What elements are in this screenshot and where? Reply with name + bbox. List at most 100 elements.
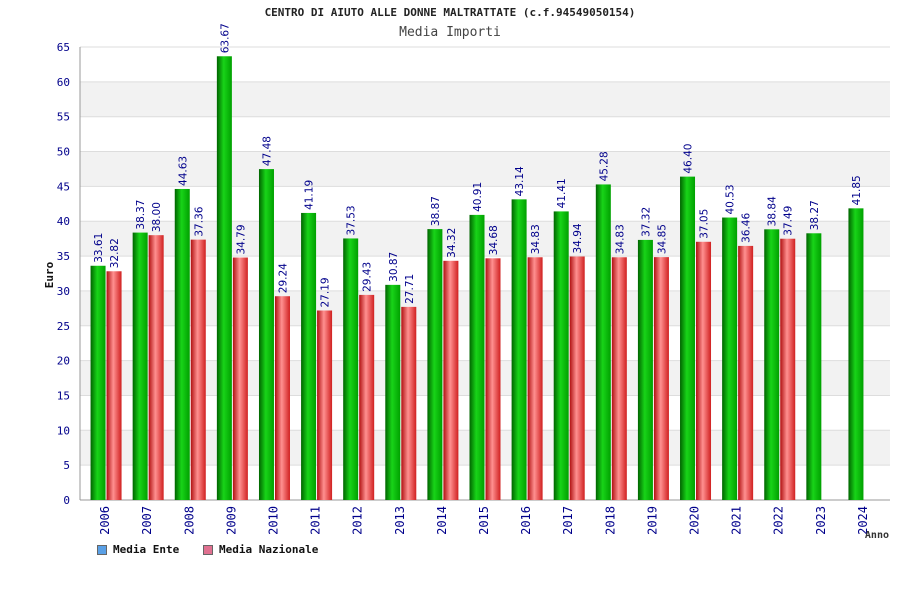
data-label: 40.53 xyxy=(725,184,737,214)
bar-media-ente xyxy=(427,229,443,500)
bar-media-nazionale xyxy=(569,256,585,500)
data-label: 37.05 xyxy=(699,209,711,239)
bar-media-ente xyxy=(806,233,822,500)
data-label: 29.24 xyxy=(277,263,289,293)
chart-subtitle: Media Importi xyxy=(399,25,501,40)
bar-media-ente xyxy=(595,184,611,500)
grid-band xyxy=(80,151,890,187)
data-label: 44.63 xyxy=(177,156,189,186)
data-label: 34.94 xyxy=(572,223,584,253)
bar-media-ente xyxy=(258,169,274,500)
y-axis-label: Euro xyxy=(43,261,56,288)
grid-band xyxy=(80,186,890,222)
bar-media-nazionale xyxy=(527,257,543,500)
data-label: 34.85 xyxy=(656,224,668,254)
data-label: 37.32 xyxy=(640,207,652,237)
bar-media-nazionale xyxy=(359,294,375,500)
grid-band xyxy=(80,290,890,326)
x-tick-label: 2019 xyxy=(645,506,659,535)
grid-band xyxy=(80,256,890,291)
bar-media-ente xyxy=(469,214,485,500)
x-tick-label: 2013 xyxy=(393,506,407,535)
y-tick-label: 5 xyxy=(63,459,70,472)
x-tick-label: 2024 xyxy=(856,506,870,535)
data-label: 40.91 xyxy=(472,182,484,212)
y-tick-label: 30 xyxy=(57,285,70,298)
data-label: 37.49 xyxy=(783,206,795,236)
grid-band xyxy=(80,221,890,257)
bar-media-nazionale xyxy=(780,238,796,500)
bar-media-nazionale xyxy=(190,239,206,501)
x-tick-label: 2015 xyxy=(477,506,491,535)
bar-media-nazionale xyxy=(738,245,754,500)
x-tick-label: 2010 xyxy=(266,506,280,535)
data-label: 34.83 xyxy=(530,224,542,254)
bar-media-nazionale xyxy=(696,241,712,501)
x-tick-label: 2022 xyxy=(772,506,786,535)
bar-media-ente xyxy=(722,217,738,500)
y-tick-label: 25 xyxy=(57,320,70,333)
bar-media-ente xyxy=(511,199,527,500)
data-label: 41.85 xyxy=(851,175,863,205)
bar-media-ente xyxy=(174,188,190,500)
data-label: 27.71 xyxy=(404,274,416,304)
data-label: 43.14 xyxy=(514,166,526,196)
grid-band xyxy=(80,81,890,117)
bar-media-nazionale xyxy=(317,310,333,500)
x-tick-label: 2008 xyxy=(182,506,196,535)
data-label: 34.32 xyxy=(446,228,458,258)
data-label: 37.36 xyxy=(193,206,205,236)
grid-band xyxy=(80,325,890,361)
bar-media-nazionale xyxy=(443,260,459,500)
data-label: 47.48 xyxy=(261,136,273,166)
y-tick-label: 15 xyxy=(57,389,70,402)
data-label: 63.67 xyxy=(219,23,231,53)
y-tick-label: 55 xyxy=(57,111,70,124)
data-label: 29.43 xyxy=(362,262,374,292)
x-tick-label: 2017 xyxy=(561,506,575,535)
bar-media-nazionale xyxy=(232,257,248,500)
y-tick-label: 20 xyxy=(57,355,70,368)
y-tick-label: 45 xyxy=(57,180,70,193)
legend-swatch-ente xyxy=(97,544,107,555)
legend-swatch-nazionale xyxy=(203,544,213,555)
x-tick-label: 2011 xyxy=(309,506,323,535)
x-tick-label: 2014 xyxy=(435,506,449,535)
x-tick-label: 2007 xyxy=(140,506,154,535)
bar-media-ente xyxy=(301,212,317,500)
data-label: 37.53 xyxy=(346,205,358,235)
bar-media-nazionale xyxy=(106,271,122,500)
data-label: 32.82 xyxy=(109,238,121,268)
x-tick-label: 2023 xyxy=(814,506,828,535)
data-label: 33.61 xyxy=(93,233,105,263)
data-label: 38.37 xyxy=(135,200,147,230)
data-label: 27.19 xyxy=(320,277,332,307)
grid-band xyxy=(80,116,890,152)
grid-band xyxy=(80,47,890,82)
bars xyxy=(90,56,864,501)
bar-media-ente xyxy=(385,284,401,500)
data-labels: 33.61 32.82 38.37 38.00 44.63 37.36 63.67 34.79… xyxy=(93,23,863,307)
y-tick-label: 10 xyxy=(57,424,70,437)
data-label: 30.87 xyxy=(388,252,400,282)
grid-band xyxy=(80,430,890,466)
y-tick-label: 60 xyxy=(57,76,70,89)
y-tick-label: 40 xyxy=(57,215,70,228)
grid-bands xyxy=(80,46,890,501)
x-tick-label: 2018 xyxy=(603,506,617,535)
bar-media-nazionale xyxy=(401,306,417,500)
bar-media-nazionale xyxy=(653,257,669,500)
bar-media-ente xyxy=(848,208,864,500)
x-axis-label: Anno xyxy=(865,530,889,541)
bar-media-ente xyxy=(553,211,569,500)
data-label: 38.87 xyxy=(430,196,442,226)
data-label: 34.79 xyxy=(235,224,247,254)
data-label: 38.00 xyxy=(151,202,163,232)
data-label: 45.28 xyxy=(598,151,610,181)
x-tick-label: 2020 xyxy=(688,506,702,535)
data-label: 41.19 xyxy=(304,180,316,210)
data-label: 41.41 xyxy=(556,178,568,208)
bar-media-ente xyxy=(680,176,696,500)
x-tick-label: 2016 xyxy=(519,506,533,535)
